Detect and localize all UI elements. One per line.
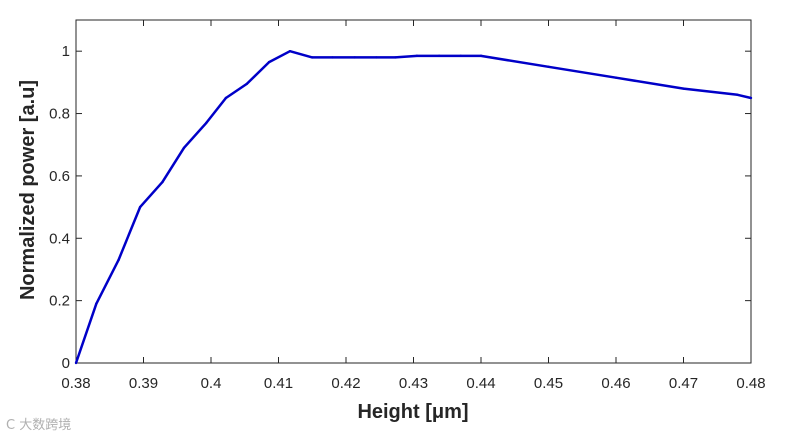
data-point [74,361,78,365]
data-point [161,180,164,184]
data-point [749,96,753,100]
y-tick-label: 1 [62,43,70,60]
y-tick-label: 0 [62,355,70,372]
y-tick-label: 0.4 [49,230,70,247]
x-tick-label: 0.45 [534,375,563,392]
data-point [437,54,441,58]
plot-area [75,19,752,364]
data-point [375,56,378,59]
y-axis-ticks: 0 0.2 0.4 0.6 0.8 1 [49,43,751,372]
data-point [736,93,739,97]
series-layer [74,49,753,365]
data-point [547,65,550,68]
data-point [117,258,120,262]
data-point [182,146,186,150]
watermark: C 大数跨境 [6,418,72,433]
y-tick-label: 0.6 [49,168,70,185]
x-tick-label: 0.46 [601,375,630,392]
data-point [224,96,228,100]
x-tick-label: 0.39 [129,375,158,392]
data-point [288,49,292,53]
data-point [614,76,618,79]
data-point [311,56,314,59]
data-point [205,121,208,125]
data-point [245,82,248,86]
x-tick-label: 0.43 [399,375,428,392]
data-point [138,205,142,209]
data-point [353,56,356,59]
y-tick-label: 0.8 [49,106,70,123]
x-tick-label: 0.44 [466,375,495,392]
data-point [415,54,419,58]
x-tick-label: 0.4 [201,375,222,392]
x-tick-label: 0.48 [736,375,765,392]
data-point [267,60,271,64]
data-point [95,302,98,305]
x-tick-label: 0.38 [61,375,90,392]
data-point [682,87,685,90]
data-point [331,56,334,59]
x-axis-ticks: 0.38 0.39 0.4 0.41 0.42 0.43 0.44 0.45 0.46 0.47 0… [61,20,766,392]
y-tick-label: 0.2 [49,293,70,310]
x-axis-label: Height [μm] [357,401,468,423]
data-point [394,56,397,59]
x-tick-label: 0.47 [669,375,698,392]
data-point [459,54,462,58]
x-tick-label: 0.41 [264,375,293,392]
data-point [479,54,483,58]
y-axis-label: Normalized power [a.u] [17,80,39,300]
x-tick-label: 0.42 [331,375,360,392]
